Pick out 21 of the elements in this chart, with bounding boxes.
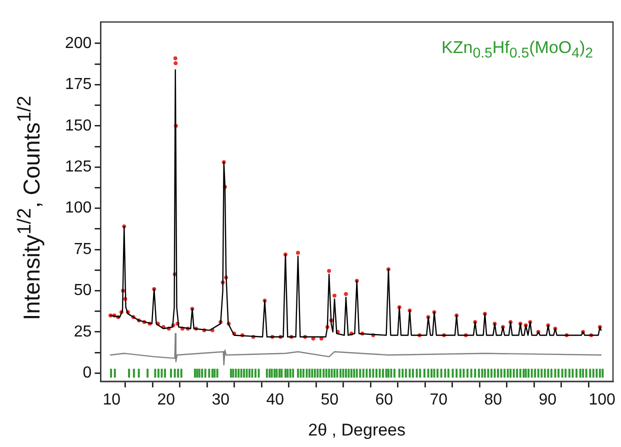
x-tick-label: 10 [102, 391, 121, 408]
x-tick-label: 60 [375, 391, 394, 408]
annotation: KZn$_{0.5}$Hf$_{0.5}$(MoO$_{4}$)$_{2}$ [442, 38, 593, 62]
x-tick-label: 80 [484, 391, 502, 408]
x-tick-label: 70 [430, 391, 448, 408]
x-tick-label: 30 [212, 391, 230, 408]
x-tick-label: 40 [266, 391, 284, 408]
x-tick-label: 90 [538, 391, 557, 408]
y-tick-label: 200 [64, 34, 92, 52]
y-tick-label: 25 [74, 323, 92, 340]
x-tick-label: 20 [157, 391, 176, 408]
y-tick-label: 175 [64, 76, 92, 94]
y-tick-label: 0 [82, 364, 92, 382]
x-tick-label: 50 [320, 391, 339, 408]
x-tick-label: 100 [588, 391, 616, 408]
y-tick-label: 150 [64, 117, 92, 134]
x-axis-title: 2θ , Degrees [308, 420, 406, 440]
y-tick-label: 100 [64, 200, 92, 217]
y-tick-label: 50 [74, 282, 92, 300]
y-tick-label: 125 [64, 158, 92, 176]
y-tick-label: 75 [74, 240, 92, 258]
